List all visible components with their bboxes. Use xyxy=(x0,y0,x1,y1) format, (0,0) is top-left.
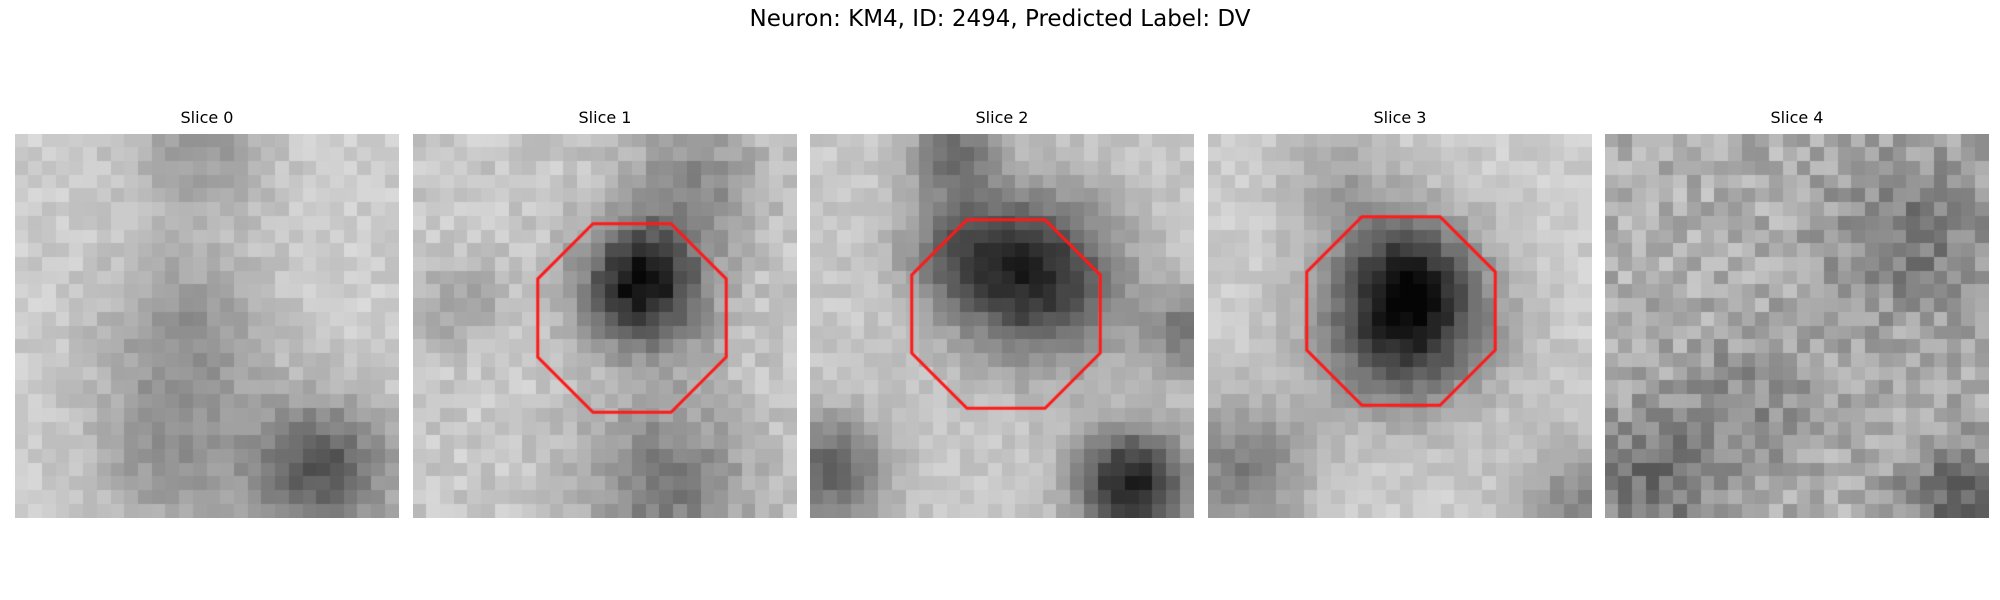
slice-image xyxy=(1605,134,1989,518)
slice-title: Slice 1 xyxy=(578,108,632,127)
slice-image xyxy=(15,134,399,518)
figure-title: Neuron: KM4, ID: 2494, Predicted Label: … xyxy=(749,6,1251,32)
slice-title: Slice 4 xyxy=(1770,108,1824,127)
slice-image xyxy=(810,134,1194,518)
slice-title: Slice 3 xyxy=(1373,108,1427,127)
slice-title: Slice 2 xyxy=(975,108,1029,127)
slice-image xyxy=(413,134,797,518)
slice-title: Slice 0 xyxy=(180,108,234,127)
slice-image xyxy=(1208,134,1592,518)
